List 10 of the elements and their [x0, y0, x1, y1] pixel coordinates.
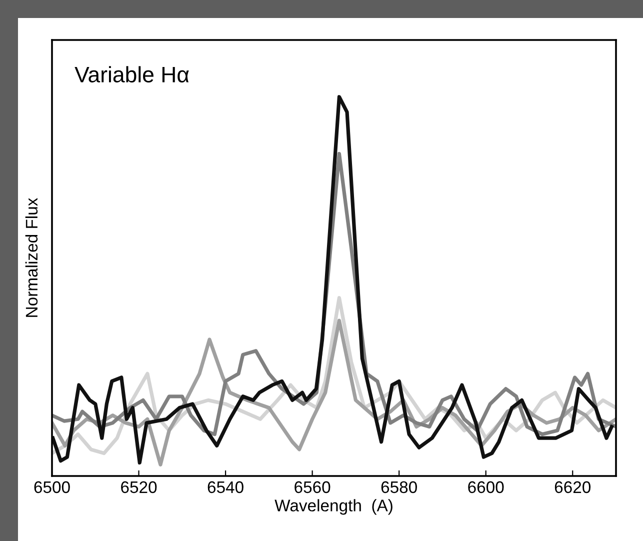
x-tick-label: 6600 [468, 481, 504, 494]
x-tick-label: 6560 [294, 481, 330, 494]
x-tick-label: 6520 [121, 481, 157, 494]
x-tick-label: 6540 [208, 481, 244, 494]
chart-title: Variable Hα [74, 66, 189, 82]
y-axis-title: Normalized Flux [25, 198, 38, 317]
x-tick-label: 6500 [34, 481, 70, 494]
x-tick-label: 6580 [381, 481, 417, 494]
x-tick-label: 6620 [554, 481, 591, 494]
x-axis-title: Wavelength (A) [274, 499, 392, 515]
